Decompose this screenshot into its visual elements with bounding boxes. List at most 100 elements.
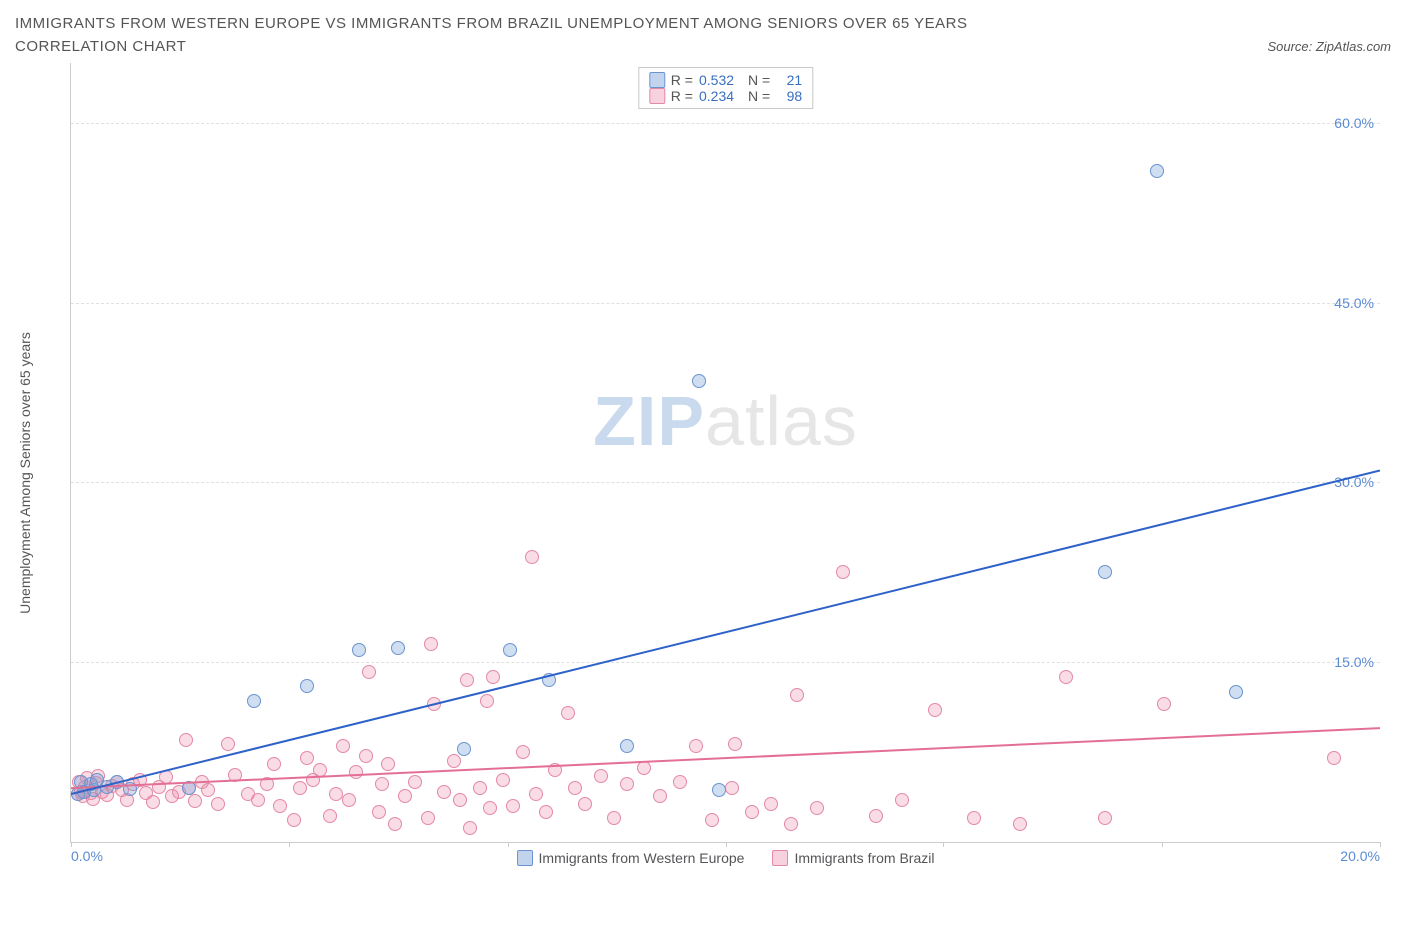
- gridline: [71, 303, 1380, 304]
- data-point-pink: [673, 775, 687, 789]
- header: IMMIGRANTS FROM WESTERN EUROPE VS IMMIGR…: [15, 15, 1391, 55]
- data-point-blue: [1229, 685, 1243, 699]
- data-point-pink: [594, 769, 608, 783]
- data-point-pink: [427, 697, 441, 711]
- page-title: IMMIGRANTS FROM WESTERN EUROPE VS IMMIGR…: [15, 15, 1391, 32]
- data-point-pink: [329, 787, 343, 801]
- data-point-pink: [525, 550, 539, 564]
- data-point-pink: [349, 765, 363, 779]
- x-tick-label: 0.0%: [71, 848, 103, 864]
- data-point-pink: [159, 770, 173, 784]
- data-point-pink: [745, 805, 759, 819]
- data-point-pink: [561, 706, 575, 720]
- x-tick-mark: [943, 842, 944, 847]
- data-point-pink: [506, 799, 520, 813]
- data-point-pink: [578, 797, 592, 811]
- data-point-pink: [313, 763, 327, 777]
- data-point-blue: [182, 781, 196, 795]
- data-point-pink: [221, 737, 235, 751]
- legend-row-blue: R = 0.532 N = 21: [649, 72, 802, 88]
- watermark: ZIPatlas: [593, 381, 858, 461]
- data-point-pink: [1327, 751, 1341, 765]
- legend-n-label: N =: [748, 88, 770, 104]
- data-point-pink: [447, 754, 461, 768]
- legend-item-blue: Immigrants from Western Europe: [517, 850, 745, 866]
- data-point-pink: [336, 739, 350, 753]
- data-point-blue: [300, 679, 314, 693]
- x-tick-mark: [71, 842, 72, 847]
- data-point-pink: [1059, 670, 1073, 684]
- data-point-pink: [967, 811, 981, 825]
- data-point-blue: [712, 783, 726, 797]
- data-point-pink: [342, 793, 356, 807]
- data-point-blue: [391, 641, 405, 655]
- data-point-blue: [542, 673, 556, 687]
- data-point-pink: [689, 739, 703, 753]
- legend-pink-r: 0.234: [699, 88, 734, 104]
- data-point-pink: [895, 793, 909, 807]
- legend-n-label: N =: [748, 72, 770, 88]
- legend-pink-n: 98: [776, 88, 802, 104]
- data-point-pink: [453, 793, 467, 807]
- data-point-pink: [323, 809, 337, 823]
- data-point-pink: [188, 794, 202, 808]
- data-point-pink: [260, 777, 274, 791]
- legend-r-label: R =: [671, 88, 693, 104]
- data-point-pink: [516, 745, 530, 759]
- data-point-pink: [620, 777, 634, 791]
- data-point-pink: [251, 793, 265, 807]
- watermark-atlas: atlas: [705, 382, 858, 460]
- data-point-pink: [362, 665, 376, 679]
- data-point-pink: [725, 781, 739, 795]
- trend-lines: [71, 63, 1380, 842]
- data-point-blue: [1098, 565, 1112, 579]
- swatch-blue-icon: [649, 72, 665, 88]
- data-point-pink: [869, 809, 883, 823]
- data-point-pink: [146, 795, 160, 809]
- x-tick-mark: [508, 842, 509, 847]
- data-point-pink: [529, 787, 543, 801]
- data-point-pink: [548, 763, 562, 777]
- data-point-pink: [568, 781, 582, 795]
- data-point-pink: [388, 817, 402, 831]
- swatch-pink-icon: [649, 88, 665, 104]
- watermark-zip: ZIP: [593, 382, 705, 460]
- y-tick-label: 60.0%: [1334, 115, 1374, 131]
- data-point-pink: [381, 757, 395, 771]
- data-point-pink: [408, 775, 422, 789]
- legend-item-pink: Immigrants from Brazil: [772, 850, 934, 866]
- data-point-pink: [764, 797, 778, 811]
- x-tick-mark: [1380, 842, 1381, 847]
- legend-pink-label: Immigrants from Brazil: [794, 850, 934, 866]
- legend-r-label: R =: [671, 72, 693, 88]
- data-point-pink: [228, 768, 242, 782]
- series-legend: Immigrants from Western Europe Immigrant…: [517, 850, 935, 866]
- data-point-pink: [273, 799, 287, 813]
- data-point-pink: [287, 813, 301, 827]
- data-point-pink: [179, 733, 193, 747]
- data-point-pink: [421, 811, 435, 825]
- data-point-pink: [790, 688, 804, 702]
- gridline: [71, 123, 1380, 124]
- data-point-pink: [424, 637, 438, 651]
- data-point-blue: [503, 643, 517, 657]
- data-point-pink: [637, 761, 651, 775]
- trend-line-blue: [71, 470, 1380, 794]
- data-point-pink: [437, 785, 451, 799]
- correlation-legend: R = 0.532 N = 21 R = 0.234 N = 98: [638, 67, 813, 109]
- data-point-pink: [460, 673, 474, 687]
- y-tick-label: 30.0%: [1334, 474, 1374, 490]
- data-point-pink: [728, 737, 742, 751]
- gridline: [71, 482, 1380, 483]
- swatch-pink-icon: [772, 850, 788, 866]
- data-point-pink: [463, 821, 477, 835]
- legend-blue-label: Immigrants from Western Europe: [539, 850, 745, 866]
- x-tick-mark: [726, 842, 727, 847]
- data-point-pink: [836, 565, 850, 579]
- data-point-pink: [473, 781, 487, 795]
- legend-row-pink: R = 0.234 N = 98: [649, 88, 802, 104]
- data-point-blue: [1150, 164, 1164, 178]
- data-point-pink: [483, 801, 497, 815]
- data-point-blue: [110, 775, 124, 789]
- x-tick-mark: [1162, 842, 1163, 847]
